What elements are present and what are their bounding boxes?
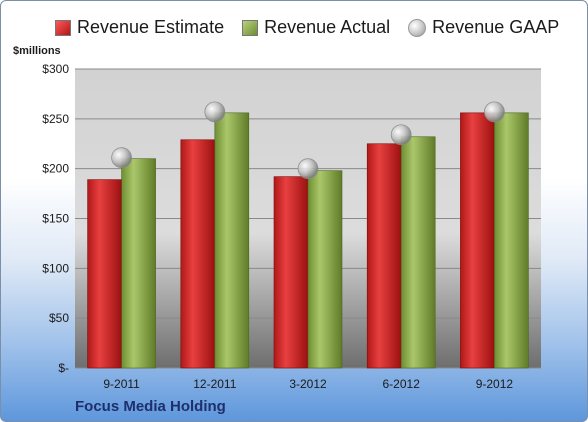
bar-revenue-estimate [87,179,122,369]
bar-revenue-actual [214,112,250,369]
marker-revenue-gaap [483,101,505,123]
y-tick-label: $150 [42,212,69,226]
y-axis-unit-label: $millions [13,45,61,57]
legend-item-revenue-actual: Revenue Actual [242,17,390,38]
bar-revenue-estimate [366,143,402,369]
legend-label-revenue-actual: Revenue Actual [264,17,391,37]
bar-revenue-actual [307,170,343,369]
marker-revenue-gaap [390,124,412,146]
axis-ticks: $- $50 $100 $150 $200 $250 $300 9-2011 12-2011 3-… [42,62,513,391]
y-tick-label: $50 [49,311,69,325]
y-tick-label: $- [58,361,69,375]
x-tick-label: 12-2011 [193,377,236,391]
bar-revenue-estimate [273,176,309,369]
marker-revenue-gaap [204,101,226,123]
legend-swatch-revenue-estimate [55,19,71,36]
marker-revenue-gaap [111,147,132,169]
bar-revenue-actual [121,158,156,369]
x-tick-label: 9-2012 [476,377,514,391]
bar-revenue-estimate [460,112,495,369]
company-name: Focus Media Holding [75,398,226,415]
bars [87,112,529,369]
y-tick-label: $200 [42,162,69,176]
bar-revenue-actual [400,136,436,369]
legend-label-revenue-gaap: Revenue GAAP [432,17,560,37]
y-tick-label: $250 [42,112,69,126]
x-tick-label: 6-2012 [383,377,421,391]
legend: Revenue Estimate Revenue Actual Revenue … [55,17,559,38]
bar-revenue-actual [494,112,529,369]
legend-swatch-revenue-actual [242,19,259,36]
legend-item-revenue-estimate: Revenue Estimate [55,17,224,38]
y-tick-label: $300 [42,62,69,76]
legend-swatch-revenue-gaap [408,18,427,37]
marker-revenue-gaap [297,158,319,180]
x-tick-label: 3-2012 [289,377,327,391]
y-tick-label: $100 [42,261,69,275]
legend-label-revenue-estimate: Revenue Estimate [77,17,225,37]
legend-item-revenue-gaap: Revenue GAAP [408,17,559,38]
gaap-markers [111,101,505,180]
x-tick-label: 9-2011 [103,377,140,391]
bar-revenue-estimate [180,139,216,369]
